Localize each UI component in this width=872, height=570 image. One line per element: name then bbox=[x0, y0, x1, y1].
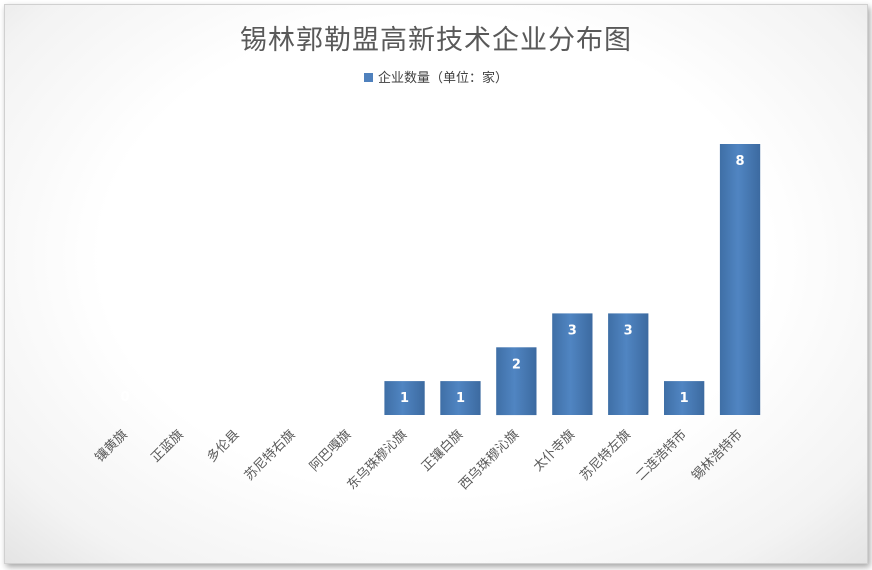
bars-group bbox=[384, 144, 761, 416]
data-label-3: 0 bbox=[288, 390, 297, 405]
x-tick-label-9: 苏尼特左旗 bbox=[577, 427, 634, 484]
data-label-7: 2 bbox=[512, 357, 521, 372]
data-label-9: 3 bbox=[624, 323, 633, 338]
x-tick-label-2: 多伦县 bbox=[204, 427, 243, 466]
bar-7 bbox=[496, 347, 537, 416]
bar-10 bbox=[664, 381, 705, 415]
bar-9 bbox=[608, 313, 649, 415]
x-tick-label-8: 太仆寺旗 bbox=[530, 427, 578, 475]
data-label-6: 1 bbox=[456, 391, 465, 406]
data-label-10: 1 bbox=[680, 391, 689, 406]
x-tick-label-1: 正蓝旗 bbox=[148, 427, 187, 466]
x-tick-label-6: 正镶白旗 bbox=[418, 427, 466, 475]
bar-11 bbox=[719, 144, 761, 415]
bar-5 bbox=[384, 381, 425, 415]
data-label-2: 0 bbox=[232, 390, 241, 405]
x-tick-label-0: 镶黄旗 bbox=[92, 427, 131, 466]
x-tick-label-3: 苏尼特右旗 bbox=[241, 427, 298, 484]
x-tick-label-4: 阿巴嘎旗 bbox=[306, 427, 354, 475]
data-label-4: 0 bbox=[344, 390, 353, 405]
x-tick-label-11: 锡林浩特市 bbox=[689, 427, 746, 484]
data-labels-group: 0 0 0 0 0 1 1 2 3 3 1 8 bbox=[120, 154, 744, 406]
legend-label: 企业数量（单位：家） bbox=[377, 71, 508, 86]
data-label-5: 1 bbox=[400, 391, 409, 406]
x-tick-label-7: 西乌珠穆沁旗 bbox=[456, 427, 522, 493]
data-label-8: 3 bbox=[568, 323, 577, 338]
x-tick-label-10: 二连浩特市 bbox=[633, 427, 690, 484]
x-tick-label-5: 东乌珠穆沁旗 bbox=[344, 427, 410, 493]
data-label-1: 0 bbox=[176, 390, 185, 405]
bar-6 bbox=[440, 381, 481, 415]
data-label-11: 8 bbox=[735, 154, 744, 169]
legend-swatch bbox=[363, 73, 373, 82]
bar-8 bbox=[552, 313, 593, 415]
chart-legend: 企业数量（单位：家） bbox=[0, 67, 872, 86]
data-label-0: 0 bbox=[120, 390, 129, 405]
chart-title: 锡林郭勒盟高新技术企业分布图 bbox=[240, 25, 632, 56]
